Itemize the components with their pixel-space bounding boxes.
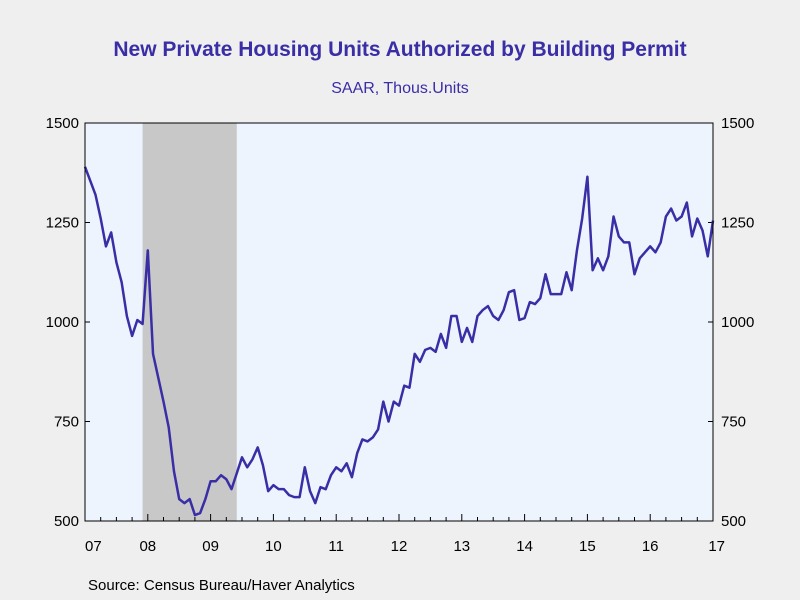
y-tick-label-left: 1000 — [46, 314, 79, 331]
chart-title: New Private Housing Units Authorized by … — [113, 38, 687, 61]
x-tick-label: 08 — [139, 538, 156, 555]
y-tick-label-left: 500 — [54, 513, 79, 530]
plot-frame — [84, 122, 714, 522]
y-tick-label-left: 1250 — [46, 215, 79, 232]
recession-shading — [142, 123, 237, 521]
source-note: Source: Census Bureau/Haver Analytics — [88, 577, 355, 594]
y-tick-label-right: 1250 — [721, 215, 754, 232]
y-tick-label-right: 750 — [721, 414, 746, 431]
x-tick-label: 11 — [328, 538, 344, 555]
x-tick-label: 13 — [453, 538, 470, 555]
x-tick-label: 17 — [708, 538, 725, 555]
x-tick-label: 10 — [265, 538, 282, 555]
chart-subtitle: SAAR, Thous.Units — [331, 80, 469, 97]
x-tick-label: 07 — [85, 538, 102, 555]
y-tick-label-right: 1000 — [721, 314, 754, 331]
x-tick-label: 16 — [642, 538, 659, 555]
x-tick-label: 12 — [391, 538, 408, 555]
y-tick-label-left: 750 — [54, 414, 79, 431]
x-tick-label: 09 — [202, 538, 219, 555]
series-line — [83, 166, 715, 517]
y-tick-label-right: 1500 — [721, 115, 754, 132]
x-tick-label: 14 — [516, 538, 533, 555]
x-tick-label: 15 — [579, 538, 596, 555]
y-tick-label-left: 1500 — [46, 115, 79, 132]
y-tick-label-right: 500 — [721, 513, 746, 530]
